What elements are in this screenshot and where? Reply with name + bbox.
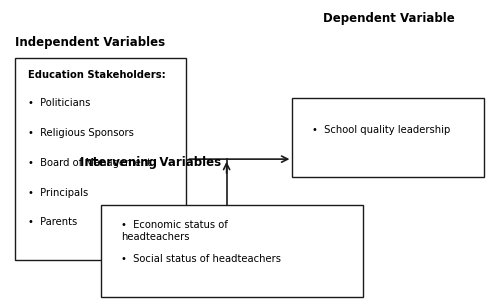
Text: •  Board of Management: • Board of Management (28, 158, 151, 168)
Bar (15, 58, 186, 260)
Text: •  School quality leadership: • School quality leadership (312, 125, 451, 135)
Text: •  Politicians: • Politicians (28, 98, 90, 108)
Text: Independent Variables: Independent Variables (15, 36, 165, 49)
Text: •  Economic status of
headteachers: • Economic status of headteachers (121, 220, 228, 242)
Text: •  Religious Sponsors: • Religious Sponsors (28, 128, 134, 138)
Text: •  Parents: • Parents (28, 218, 77, 227)
Text: Intervening Variables: Intervening Variables (81, 156, 222, 169)
Text: Education Stakeholders:: Education Stakeholders: (28, 70, 165, 80)
Bar (101, 205, 363, 297)
Text: •  Principals: • Principals (28, 188, 88, 198)
Bar (292, 98, 484, 177)
Text: •  Social status of headteachers: • Social status of headteachers (121, 254, 281, 264)
Text: Dependent Variable: Dependent Variable (323, 12, 454, 25)
